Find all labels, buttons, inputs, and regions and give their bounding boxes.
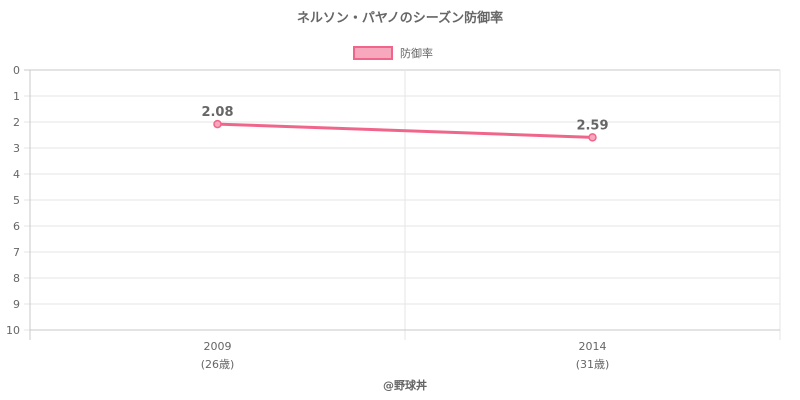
x-tick-label: 2009 bbox=[204, 340, 232, 353]
series-era: 2.08 2.59 bbox=[201, 105, 609, 142]
x-tick-sublabel: (26歳) bbox=[201, 358, 235, 371]
legend-swatch bbox=[353, 46, 393, 60]
y-tick-label: 1 bbox=[13, 90, 20, 103]
legend-label: 防御率 bbox=[400, 46, 433, 60]
y-tick-label: 6 bbox=[13, 220, 20, 233]
series-line bbox=[217, 122, 593, 139]
chart-title: ネルソン・パヤノのシーズン防御率 bbox=[297, 10, 503, 26]
y-tick-label: 4 bbox=[13, 168, 20, 181]
y-tick-label: 2 bbox=[13, 116, 20, 129]
data-label: 2.59 bbox=[576, 118, 608, 133]
y-tick-label: 9 bbox=[13, 298, 20, 311]
y-tick-label: 7 bbox=[13, 246, 20, 259]
y-tick-label: 10 bbox=[6, 324, 20, 337]
x-tick-label: 2014 bbox=[579, 340, 607, 353]
y-tick-label: 0 bbox=[13, 64, 20, 77]
y-axis-ticks: 0 1 2 3 4 5 6 7 8 9 10 bbox=[6, 64, 20, 337]
y-tick-label: 3 bbox=[13, 142, 20, 155]
y-tick-label: 5 bbox=[13, 194, 20, 207]
credit-label: @野球丼 bbox=[383, 378, 427, 392]
gridlines bbox=[24, 69, 781, 340]
legend[interactable]: 防御率 bbox=[353, 46, 433, 60]
x-tick-sublabel: (31歳) bbox=[576, 358, 610, 371]
data-point[interactable] bbox=[588, 133, 597, 142]
x-axis-ticks: 2009 (26歳) 2014 (31歳) bbox=[201, 340, 610, 371]
y-tick-label: 8 bbox=[13, 272, 20, 285]
data-label: 2.08 bbox=[201, 105, 233, 120]
data-point[interactable] bbox=[213, 119, 222, 129]
